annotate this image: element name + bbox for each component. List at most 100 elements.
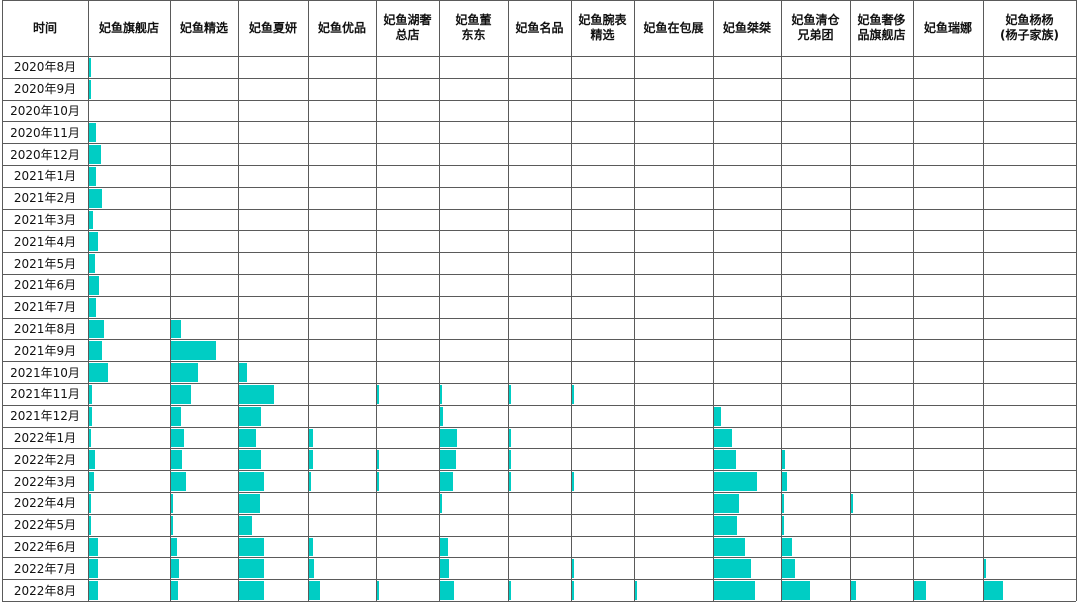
grid-line-vertical bbox=[781, 0, 782, 601]
row-label: 2022年4月 bbox=[13, 496, 77, 511]
data-bar bbox=[782, 515, 784, 535]
grid-line-horizontal bbox=[2, 77, 1076, 79]
column-header: 妃鱼奢侈 品旗舰店 bbox=[857, 13, 906, 42]
data-bar bbox=[89, 385, 93, 404]
data-bar bbox=[377, 472, 379, 491]
grid-line-horizontal bbox=[2, 295, 1076, 297]
data-bar bbox=[440, 581, 454, 600]
data-bar bbox=[239, 559, 264, 579]
data-bar bbox=[171, 581, 179, 600]
data-bar bbox=[89, 428, 91, 448]
data-bar bbox=[239, 385, 274, 404]
grid-line-horizontal bbox=[2, 579, 1076, 581]
data-bar bbox=[572, 559, 574, 579]
data-bar bbox=[782, 559, 795, 579]
grid-line-vertical bbox=[571, 0, 572, 601]
row-label: 2022年5月 bbox=[13, 518, 77, 533]
data-bar bbox=[89, 319, 104, 339]
data-bar bbox=[509, 450, 511, 470]
data-bar bbox=[984, 581, 1004, 600]
data-bar bbox=[239, 406, 261, 426]
data-bar bbox=[89, 297, 97, 317]
grid-line-vertical bbox=[308, 0, 309, 601]
data-bar bbox=[782, 494, 784, 513]
data-bar bbox=[984, 559, 986, 579]
grid-line-horizontal bbox=[2, 492, 1076, 493]
data-bar bbox=[309, 428, 314, 448]
data-bar bbox=[635, 581, 637, 600]
column-header: 妃鱼名品 bbox=[515, 20, 564, 35]
data-bar bbox=[714, 515, 738, 535]
data-bar bbox=[171, 319, 182, 339]
grid-line-horizontal bbox=[2, 165, 1076, 166]
row-label: 2021年7月 bbox=[13, 300, 77, 315]
column-header: 妃鱼杨杨 (杨子家族) bbox=[1000, 13, 1059, 42]
data-bar bbox=[239, 472, 264, 491]
grid-line-vertical bbox=[1076, 0, 1077, 601]
data-bar bbox=[239, 537, 264, 557]
grid-line-vertical bbox=[508, 0, 509, 601]
grid-line-horizontal bbox=[2, 143, 1076, 145]
data-bar bbox=[239, 363, 247, 382]
data-bar bbox=[89, 450, 95, 470]
grid-line-vertical bbox=[376, 0, 377, 601]
grid-line-horizontal bbox=[2, 99, 1076, 101]
data-bar bbox=[171, 472, 186, 491]
data-bar bbox=[239, 581, 264, 600]
grid-line-vertical bbox=[170, 0, 171, 601]
grid-line-horizontal bbox=[2, 426, 1076, 428]
grid-line-horizontal bbox=[2, 513, 1076, 515]
row-label: 2021年12月 bbox=[10, 409, 80, 424]
grid-line-vertical bbox=[634, 0, 635, 601]
data-bar bbox=[509, 428, 511, 448]
column-header: 妃鱼湖奢 总店 bbox=[383, 13, 432, 42]
data-bar bbox=[714, 472, 757, 491]
data-bar bbox=[714, 494, 739, 513]
grid-line-horizontal bbox=[2, 470, 1076, 472]
data-bar bbox=[440, 450, 456, 470]
row-label: 2021年2月 bbox=[13, 191, 77, 206]
data-bar bbox=[714, 537, 745, 557]
data-bar bbox=[89, 581, 98, 600]
data-bar bbox=[440, 559, 450, 579]
row-label: 2021年11月 bbox=[10, 387, 80, 402]
row-label: 2022年1月 bbox=[13, 430, 77, 445]
grid-line-horizontal bbox=[2, 557, 1076, 559]
row-label: 2021年5月 bbox=[13, 256, 77, 271]
data-bar bbox=[171, 385, 192, 404]
data-bar bbox=[171, 559, 180, 579]
grid-line-vertical bbox=[850, 0, 851, 601]
data-bar bbox=[572, 385, 574, 404]
data-bar bbox=[89, 406, 93, 426]
column-header: 妃鱼腕表 精选 bbox=[578, 13, 627, 42]
data-bar bbox=[440, 428, 457, 448]
row-label: 2022年6月 bbox=[13, 539, 77, 554]
row-label: 2020年9月 bbox=[13, 82, 77, 97]
grid-line-horizontal bbox=[2, 252, 1076, 254]
data-bar bbox=[440, 537, 448, 557]
data-bar bbox=[89, 145, 101, 164]
grid-line-horizontal bbox=[2, 121, 1076, 123]
data-bar bbox=[714, 428, 732, 448]
data-bar bbox=[914, 581, 927, 600]
data-bar bbox=[239, 428, 257, 448]
grid-line-vertical bbox=[913, 0, 914, 601]
data-bar bbox=[714, 406, 721, 426]
data-bar bbox=[782, 537, 793, 557]
column-header: 妃鱼精选 bbox=[179, 20, 228, 35]
grid-line-horizontal bbox=[2, 448, 1076, 450]
data-bar bbox=[509, 581, 511, 600]
data-bar bbox=[309, 537, 313, 557]
grid-line-horizontal bbox=[2, 230, 1076, 232]
row-label: 2021年3月 bbox=[13, 212, 77, 227]
data-bar bbox=[572, 581, 574, 600]
row-label: 2021年4月 bbox=[13, 234, 77, 249]
data-bar bbox=[89, 537, 98, 557]
column-header: 妃鱼瑞娜 bbox=[923, 20, 972, 35]
data-bar bbox=[782, 472, 788, 491]
data-bar bbox=[89, 254, 95, 273]
row-label: 2022年3月 bbox=[13, 474, 77, 489]
column-header: 妃鱼夏妍 bbox=[248, 20, 297, 35]
grid-line-horizontal bbox=[2, 535, 1076, 537]
data-bar bbox=[89, 79, 91, 99]
